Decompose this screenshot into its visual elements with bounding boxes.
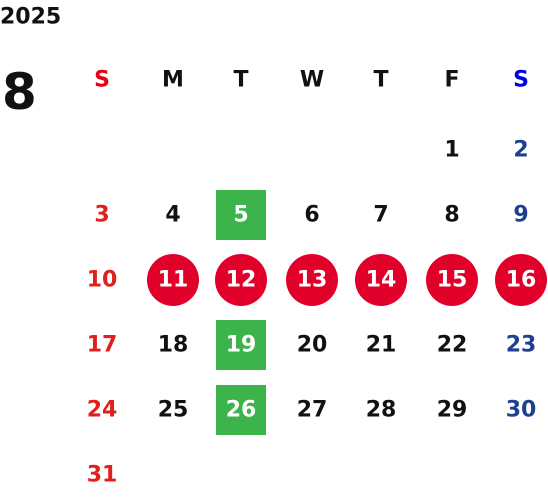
day: 24 <box>87 398 118 423</box>
day: 11 <box>158 268 189 293</box>
day: 14 <box>366 268 397 293</box>
weekday-header: T <box>233 68 248 93</box>
day: 25 <box>158 398 189 423</box>
day: 20 <box>297 333 328 358</box>
day: 17 <box>87 333 118 358</box>
weekday-header: F <box>444 68 459 93</box>
day: 8 <box>444 203 459 228</box>
holiday-circle <box>286 254 338 306</box>
day: 18 <box>158 333 189 358</box>
day: 1 <box>444 138 459 163</box>
day: 9 <box>513 203 528 228</box>
day: 26 <box>226 398 257 423</box>
day: 29 <box>437 398 468 423</box>
holiday-circle <box>426 254 478 306</box>
weekday-header: W <box>300 68 324 93</box>
day: 4 <box>165 203 180 228</box>
day: 21 <box>366 333 397 358</box>
day: 13 <box>297 268 328 293</box>
day: 6 <box>304 203 319 228</box>
day: 31 <box>87 463 118 488</box>
weekday-header: S <box>513 68 529 93</box>
holiday-circle <box>495 254 547 306</box>
year: 2025 <box>0 5 61 30</box>
holiday-square <box>216 385 266 435</box>
day: 15 <box>437 268 468 293</box>
day: 19 <box>226 333 257 358</box>
weekday-header: S <box>94 68 110 93</box>
weekday-header: T <box>373 68 388 93</box>
weekday-header: M <box>162 68 184 93</box>
day: 28 <box>366 398 397 423</box>
month: 8 <box>2 63 37 121</box>
day: 27 <box>297 398 328 423</box>
day: 7 <box>373 203 388 228</box>
day: 16 <box>506 268 537 293</box>
day: 10 <box>87 268 118 293</box>
holiday-square <box>216 190 266 240</box>
holiday-circle <box>355 254 407 306</box>
day: 12 <box>226 268 257 293</box>
holiday-circle <box>215 254 267 306</box>
day: 2 <box>513 138 528 163</box>
holiday-square <box>216 320 266 370</box>
day: 3 <box>94 203 109 228</box>
day: 22 <box>437 333 468 358</box>
day: 30 <box>506 398 537 423</box>
day: 5 <box>233 203 248 228</box>
day: 23 <box>506 333 537 358</box>
holiday-circle <box>147 254 199 306</box>
